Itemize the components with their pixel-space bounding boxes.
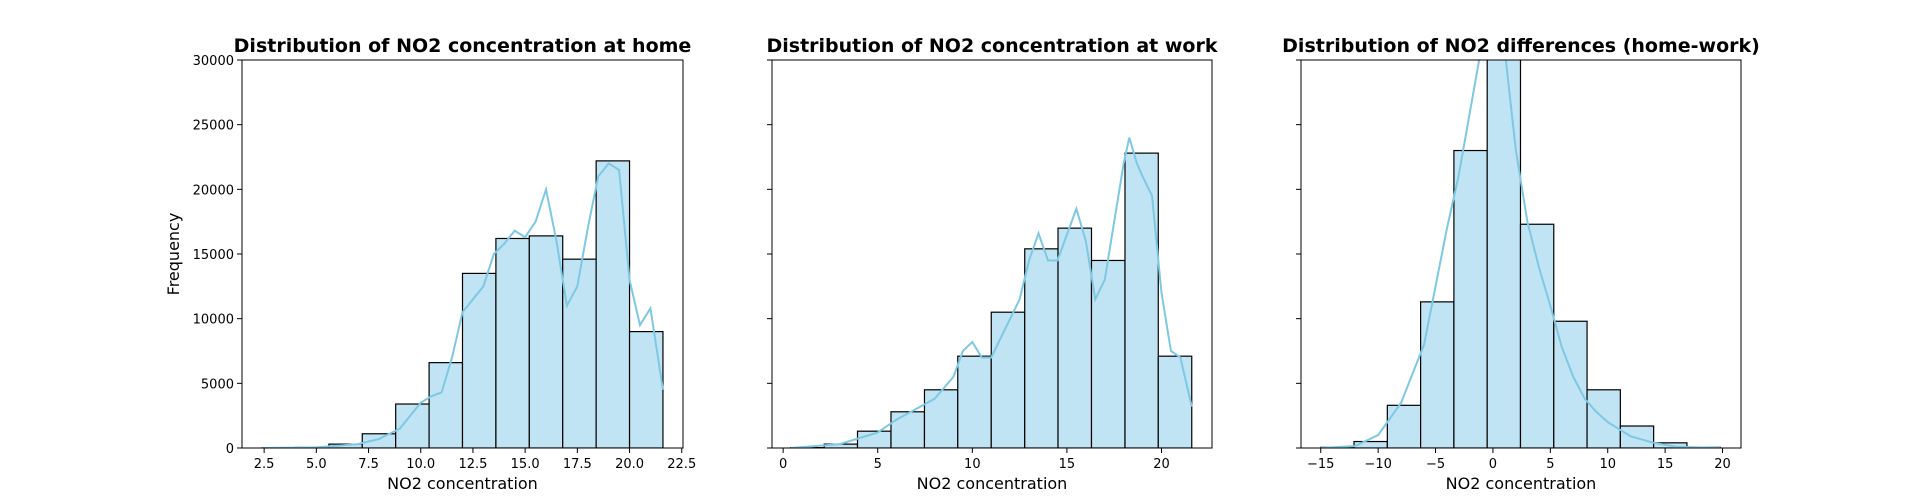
histogram-bar xyxy=(1619,425,1655,448)
y-tick-label: 30000 xyxy=(193,54,234,69)
histogram-bar xyxy=(528,235,564,448)
histogram-bar xyxy=(923,389,959,448)
x-tick-label: 5.0 xyxy=(306,457,327,472)
histogram-bar xyxy=(461,272,497,448)
x-tick-label: 5 xyxy=(874,457,882,472)
x-axis-label: NO2 concentration xyxy=(1446,474,1597,493)
y-axis-label: Frequency xyxy=(164,213,183,296)
histogram-bar xyxy=(1157,355,1193,448)
plot-area xyxy=(790,137,1193,448)
chart-title: Distribution of NO2 concentration at hom… xyxy=(234,35,692,57)
plot-area xyxy=(1320,60,1721,448)
x-tick-label: 22.5 xyxy=(667,457,696,472)
y-tick-label: 25000 xyxy=(193,119,234,134)
histogram-bar xyxy=(1420,301,1455,448)
histogram-bar xyxy=(890,411,926,448)
x-tick-label: 5 xyxy=(1546,457,1554,472)
histogram-bar xyxy=(595,160,631,448)
x-tick-label: 20.0 xyxy=(615,457,644,472)
x-tick-label: 15 xyxy=(1059,457,1076,472)
x-tick-label: 20 xyxy=(1153,457,1170,472)
x-tick-label: 7.5 xyxy=(358,457,379,472)
x-tick-label: 0 xyxy=(779,457,787,472)
histogram-bar xyxy=(1124,152,1159,448)
x-tick-label: 15 xyxy=(1657,457,1674,472)
x-tick-label: 10 xyxy=(1599,457,1616,472)
histogram-bar xyxy=(1057,227,1093,448)
x-tick-label: 12.5 xyxy=(458,457,487,472)
histogram-bar xyxy=(1090,259,1126,448)
histogram-bar xyxy=(1024,248,1059,448)
histogram-bar xyxy=(1486,60,1522,448)
x-tick-label: 2.5 xyxy=(254,457,275,472)
histogram-bar xyxy=(990,311,1026,448)
y-tick-label: 0 xyxy=(226,442,234,457)
chart-title: Distribution of NO2 concentration at wor… xyxy=(766,35,1217,57)
x-axis-label: NO2 concentration xyxy=(917,474,1068,493)
kde-line xyxy=(790,137,1193,448)
x-tick-label: 10 xyxy=(964,457,981,472)
histogram-bar xyxy=(628,331,664,448)
x-tick-label: 0 xyxy=(1489,457,1497,472)
x-tick-label: −5 xyxy=(1426,457,1445,472)
y-tick-label: 10000 xyxy=(193,313,234,328)
kde-line xyxy=(1320,60,1721,448)
y-tick-label: 20000 xyxy=(193,183,234,198)
y-tick-label: 5000 xyxy=(201,377,234,392)
x-tick-label: −15 xyxy=(1307,457,1334,472)
histogram-bar xyxy=(562,258,597,448)
histogram-bar xyxy=(957,355,992,448)
histogram-bar xyxy=(495,237,530,448)
histogram-bar xyxy=(1453,149,1488,448)
x-tick-label: 15.0 xyxy=(511,457,540,472)
x-tick-label: 17.5 xyxy=(563,457,592,472)
plot-area xyxy=(261,160,664,448)
y-tick-label: 15000 xyxy=(193,248,234,263)
histogram-bar xyxy=(1553,320,1588,448)
x-axis-label: NO2 concentration xyxy=(387,474,538,493)
x-tick-label: 10.0 xyxy=(406,457,435,472)
x-tick-label: −10 xyxy=(1364,457,1391,472)
kde-line xyxy=(262,162,664,448)
chart-title: Distribution of NO2 differences (home-wo… xyxy=(1282,35,1760,57)
histogram-bar xyxy=(1386,404,1422,448)
x-tick-label: 20 xyxy=(1714,457,1731,472)
